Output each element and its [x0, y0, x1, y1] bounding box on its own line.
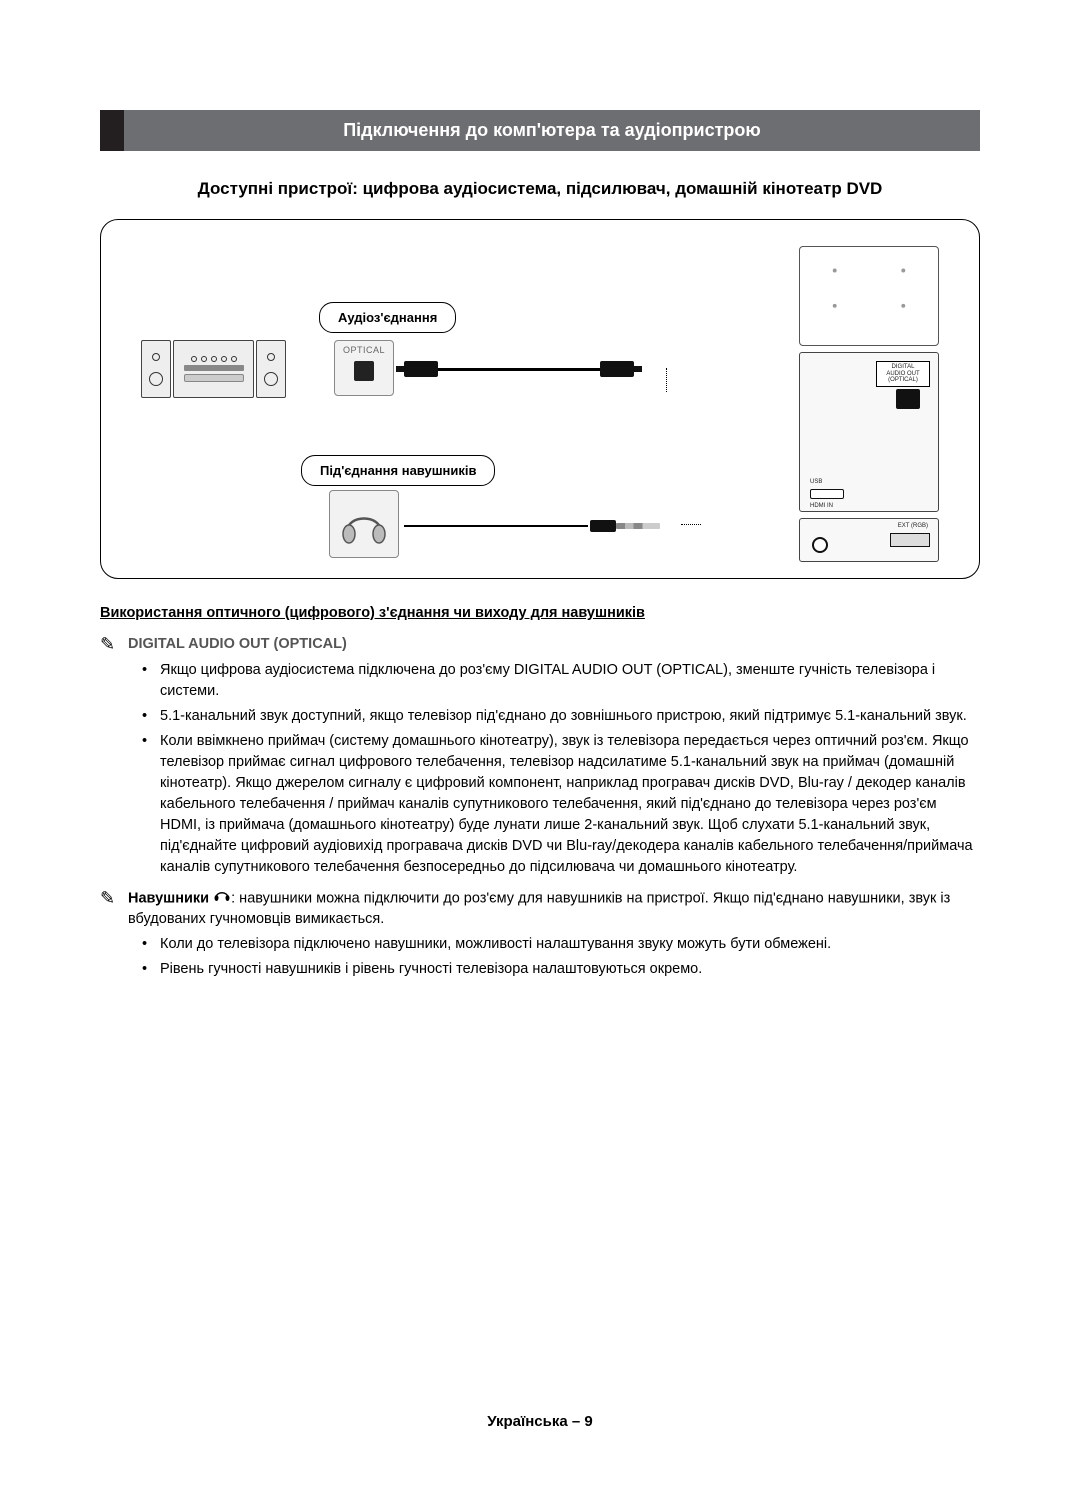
rear-panel-bottom: EXT (RGB) [799, 518, 939, 562]
connection-diagram: Аудіоз'єднання OPTICAL Під'єднання навуш… [100, 219, 980, 579]
header-title: Підключення до комп'ютера та аудіопристр… [124, 110, 980, 151]
optical-cable-icon [404, 360, 634, 378]
header-accent [100, 110, 124, 151]
audio-connection-label: Аудіоз'єднання [319, 302, 456, 333]
usb-port-icon [810, 489, 844, 499]
digital-audio-out-label: DIGITAL AUDIO OUT (OPTICAL) [876, 361, 930, 387]
bullet-text: 5.1-канальний звук доступний, якщо телев… [160, 706, 967, 727]
digital-audio-note: ✎ DIGITAL AUDIO OUT (OPTICAL) [100, 634, 980, 656]
dotted-line [666, 368, 667, 392]
headphone-connection-label: Під'єднання навушників [301, 455, 495, 486]
ext-port-label: EXT (RGB) [898, 523, 928, 529]
available-devices: Доступні пристрої: цифрова аудіосистема,… [100, 179, 980, 199]
bullet-text: Якщо цифрова аудіосистема підключена до … [160, 660, 980, 702]
note-icon: ✎ [100, 888, 120, 930]
usage-subheading: Використання оптичного (цифрового) з'єдн… [100, 603, 980, 624]
headphone-jack-icon [812, 537, 828, 553]
ext-port-icon [890, 533, 930, 547]
headphones-label: Навушники [128, 890, 209, 906]
list-item: •Рівень гучності навушників і рівень гуч… [142, 959, 980, 980]
optical-port-rear [896, 389, 920, 409]
list-item: •Коли до телевізора підключено навушники… [142, 934, 980, 955]
note-icon: ✎ [100, 634, 120, 656]
headphones-note: ✎ Навушники : навушники можна підключити… [100, 888, 980, 930]
list-item: •5.1-канальний звук доступний, якщо теле… [142, 706, 980, 727]
body-text: Використання оптичного (цифрового) з'єдн… [100, 603, 980, 980]
rear-panel-top: DIGITAL AUDIO OUT (OPTICAL) USB HDMI IN [799, 352, 939, 512]
bullet-text: Рівень гучності навушників і рівень гучн… [160, 959, 702, 980]
bullet-text: Коли ввімкнено приймач (систему домашньо… [160, 731, 980, 878]
headphone-cable-icon [404, 518, 660, 534]
list-item: •Якщо цифрова аудіосистема підключена до… [142, 660, 980, 702]
digital-audio-heading: DIGITAL AUDIO OUT (OPTICAL) [128, 634, 347, 656]
digital-audio-bullets: •Якщо цифрова аудіосистема підключена до… [142, 660, 980, 878]
optical-port-icon: OPTICAL [334, 340, 394, 396]
dotted-line [681, 524, 701, 542]
optical-label: OPTICAL [343, 345, 385, 355]
headphones-icon [329, 490, 399, 558]
usb-port-label: USB [810, 479, 822, 485]
list-item: •Коли ввімкнено приймач (систему домашнь… [142, 731, 980, 878]
tv-icon [799, 246, 939, 346]
stereo-system-icon [141, 340, 286, 398]
tv-rear-panel: DIGITAL AUDIO OUT (OPTICAL) USB HDMI IN … [799, 352, 939, 562]
hdmi-port-label: HDMI IN [810, 503, 833, 509]
bullet-text: Коли до телевізора підключено навушники,… [160, 934, 831, 955]
headphones-inline-icon [213, 888, 231, 909]
headphones-bullets: •Коли до телевізора підключено навушники… [142, 934, 980, 980]
section-header: Підключення до комп'ютера та аудіопристр… [100, 110, 980, 151]
headphones-text: : навушники можна підключити до роз'єму … [128, 890, 950, 927]
page-footer: Українська – 9 [0, 1413, 1080, 1430]
